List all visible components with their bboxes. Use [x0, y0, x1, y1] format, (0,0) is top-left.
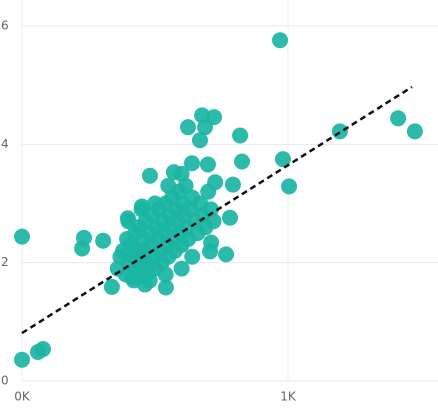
point [173, 165, 190, 182]
x-tick-label: 0K [14, 390, 31, 404]
y-tick-label: 4 [1, 137, 9, 151]
point [203, 234, 220, 251]
point [406, 123, 423, 140]
point [272, 32, 289, 49]
point [75, 229, 92, 246]
point [205, 213, 222, 230]
point [331, 123, 348, 140]
point [281, 178, 298, 195]
point [157, 266, 174, 283]
point [224, 176, 241, 193]
point [95, 232, 112, 249]
point [184, 248, 201, 265]
point [197, 119, 214, 136]
point [160, 177, 177, 194]
trend-line [21, 85, 413, 335]
point [200, 183, 217, 200]
point [173, 260, 190, 277]
point [218, 246, 235, 263]
y-tick-label: 0 [1, 374, 9, 388]
point [141, 167, 158, 184]
point [179, 119, 196, 136]
y-tick-label: 2 [1, 255, 9, 269]
y-tick-label: 6 [1, 19, 9, 33]
point [14, 351, 30, 368]
point [274, 151, 291, 168]
point [14, 228, 30, 245]
point [147, 195, 164, 212]
point [125, 272, 142, 289]
point [191, 132, 208, 149]
point [233, 153, 250, 170]
point [183, 155, 200, 172]
point [103, 278, 120, 295]
point [120, 213, 137, 230]
x-tick-label: 1K [280, 390, 297, 404]
point [390, 110, 407, 127]
point [35, 341, 52, 358]
point [157, 279, 174, 296]
point [199, 156, 216, 173]
point [222, 209, 239, 226]
point [141, 272, 158, 289]
point [232, 127, 249, 144]
point [133, 201, 150, 218]
